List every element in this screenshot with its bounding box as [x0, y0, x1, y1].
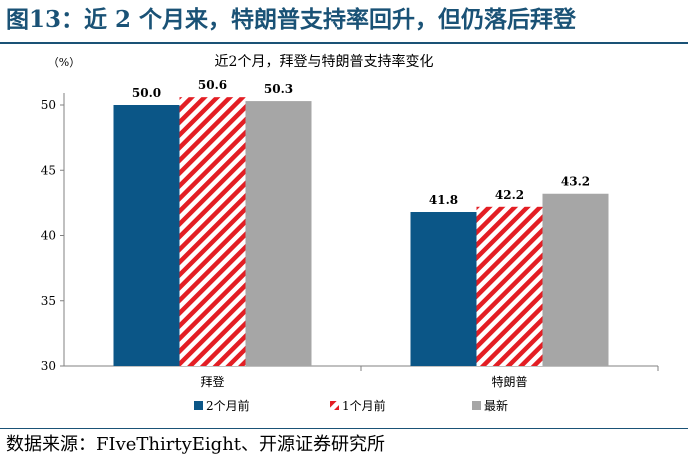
bar-拜登-2个月前 [113, 105, 180, 366]
bar-chart: 近2个月，拜登与特朗普支持率变化 （%） 30 35 40 45 50 50.0 50.6 5… [41, 53, 659, 413]
data-label: 42.2 [495, 188, 524, 202]
title-rule [0, 42, 688, 44]
bar-特朗普-最新 [542, 193, 609, 366]
data-label: 50.6 [198, 78, 227, 92]
legend-label: 1个月前 [342, 398, 386, 413]
data-label: 41.8 [429, 193, 458, 207]
data-label: 50.0 [132, 86, 161, 100]
bar-特朗普-1个月前 [476, 206, 543, 366]
data-label: 50.3 [264, 82, 293, 96]
y-tick-label: 45 [41, 163, 56, 177]
y-tick-label: 40 [41, 229, 56, 243]
chart-title: 近2个月，拜登与特朗普支持率变化 [215, 53, 434, 70]
y-tick-label: 50 [41, 98, 56, 112]
y-tick-label: 30 [41, 359, 56, 373]
bar-拜登-最新 [245, 101, 312, 367]
data-label: 43.2 [561, 175, 590, 189]
footer-rule [0, 428, 688, 429]
x-category-label: 特朗普 [491, 374, 527, 389]
bar-拜登-1个月前 [179, 97, 246, 367]
y-tick-label: 35 [41, 294, 56, 308]
legend-label: 2个月前 [206, 398, 250, 413]
y-axis-unit-label: （%） [48, 56, 80, 69]
figure-title: 图13：近 2 个月来，特朗普支持率回升，但仍落后拜登 [6, 6, 577, 33]
legend-swatch [472, 401, 481, 410]
source-note: 数据来源：FIveThirtyEight、开源证券研究所 [6, 434, 386, 455]
legend-swatch [194, 401, 203, 410]
legend-swatch [330, 401, 339, 410]
x-category-label: 拜登 [200, 374, 224, 389]
legend-label: 最新 [484, 398, 508, 413]
bar-特朗普-2个月前 [410, 212, 477, 366]
